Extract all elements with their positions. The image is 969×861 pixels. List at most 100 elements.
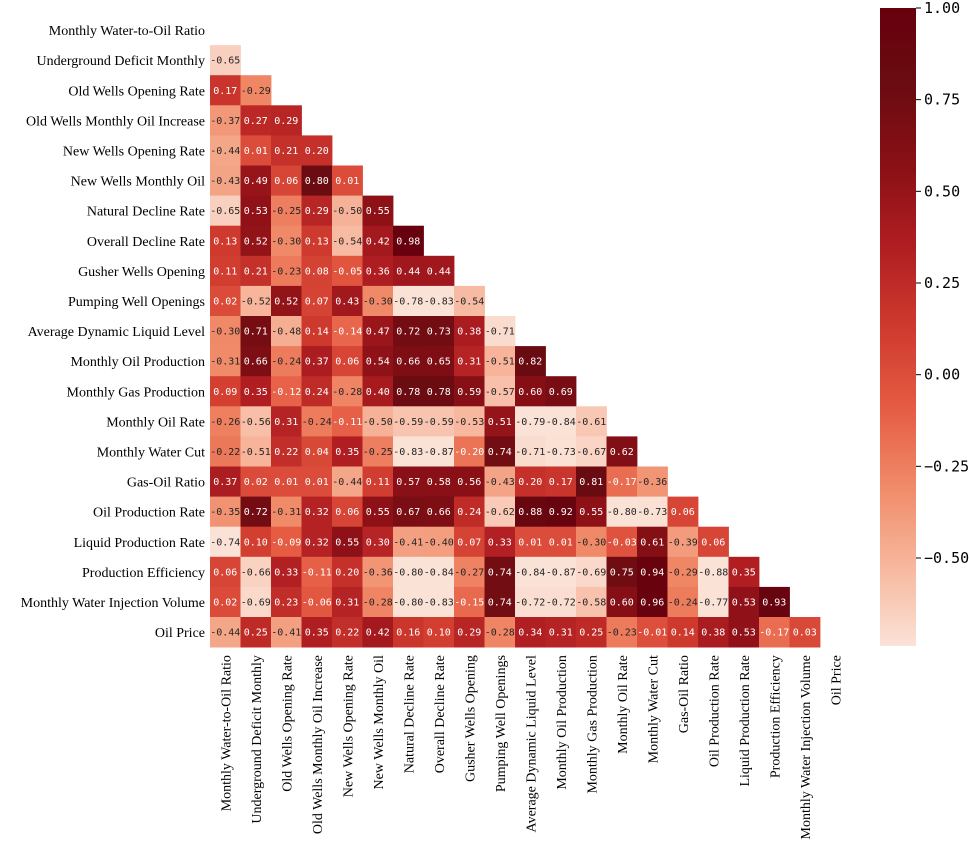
cell-value-label: 0.80 — [305, 176, 329, 187]
cell-value-label: 0.30 — [366, 537, 390, 548]
cell-value-label: 0.08 — [305, 266, 329, 277]
heatmap-cell — [576, 556, 607, 588]
cell-value-label: 0.29 — [305, 206, 329, 217]
heatmap-cell — [393, 526, 424, 558]
cell-value-label: -0.65 — [210, 56, 240, 67]
cell-value-label: -0.37 — [210, 116, 240, 127]
cell-value-label: 0.55 — [366, 507, 390, 518]
heatmap-cell — [362, 225, 394, 257]
y-tick-label: Oil Production Rate — [93, 506, 205, 521]
cell-value-label: 0.16 — [396, 628, 420, 639]
heatmap-cell — [301, 466, 333, 497]
cell-value-label: 0.01 — [549, 537, 573, 548]
heatmap-cell — [454, 376, 485, 407]
cell-value-label: -0.44 — [332, 477, 362, 488]
heatmap-cell — [606, 586, 638, 618]
heatmap-cell — [545, 556, 577, 588]
cell-value-label: -0.65 — [210, 206, 240, 217]
cell-value-label: 0.31 — [457, 357, 481, 368]
cell-value-label: 0.01 — [244, 146, 268, 157]
y-tick-label: New Wells Opening Rate — [63, 144, 205, 159]
y-tick-label: Liquid Production Rate — [74, 536, 205, 551]
heatmap-cell — [454, 496, 485, 528]
x-tick-label: Pumping Well Openings — [494, 655, 509, 792]
cell-value-label: 0.35 — [335, 447, 359, 458]
cell-value-label: -0.61 — [576, 417, 606, 428]
heatmap-cell — [606, 496, 638, 528]
colorbar-tick-label: 0.75 — [924, 91, 960, 109]
colorbar-tick-label: 1.00 — [924, 0, 960, 17]
cell-value-label: 0.52 — [244, 236, 268, 247]
heatmap-cell — [332, 195, 363, 227]
cell-value-label: -0.20 — [454, 447, 484, 458]
x-tick-label: Monthly Water Cut — [646, 655, 661, 763]
y-tick-label: New Wells Monthly Oil — [71, 175, 205, 190]
colorbar-tick-label: −0.50 — [924, 549, 969, 567]
heatmap-cell — [271, 376, 302, 407]
x-tick-label: New Wells Opening Rate — [341, 655, 356, 797]
colorbar-tick-label: 0.50 — [924, 182, 960, 200]
cell-value-label: 0.74 — [488, 597, 512, 608]
heatmap-cell — [545, 496, 577, 528]
y-tick-label: Overall Decline Rate — [87, 235, 205, 250]
heatmap-cell — [332, 586, 363, 618]
cell-value-label: -0.80 — [607, 507, 637, 518]
cell-value-label: -0.41 — [393, 537, 423, 548]
heatmap-cell — [545, 526, 577, 558]
cell-value-label: -0.30 — [363, 296, 393, 307]
heatmap-cell — [210, 165, 241, 196]
heatmap-cell — [210, 466, 241, 497]
cell-value-label: 0.92 — [549, 507, 573, 518]
heatmap-cell — [423, 285, 455, 317]
heatmap-cell — [728, 556, 760, 588]
heatmap-cell — [271, 586, 302, 618]
cell-value-label: 0.72 — [244, 507, 268, 518]
cell-value-label: 0.31 — [274, 417, 298, 428]
y-tick-label: Old Wells Opening Rate — [68, 84, 205, 99]
x-tick-label: Monthly Water-to-Oil Ratio — [219, 655, 234, 811]
x-tick-label: Old Wells Monthly Oil Increase — [311, 655, 326, 834]
heatmap-cell — [301, 586, 333, 618]
heatmap-cell — [210, 45, 241, 76]
cell-value-label: -0.56 — [241, 417, 271, 428]
heatmap-cell — [332, 526, 363, 558]
cell-value-label: 0.81 — [579, 477, 603, 488]
heatmap-cell — [362, 316, 394, 347]
heatmap-cell — [301, 255, 333, 287]
cell-value-label: 0.56 — [457, 477, 481, 488]
x-tick-label: Oil Production Rate — [707, 655, 722, 767]
heatmap-cell — [393, 466, 424, 497]
heatmap-cell — [423, 436, 455, 467]
cell-value-label: 0.22 — [274, 447, 298, 458]
cell-value-label: 0.49 — [244, 176, 268, 187]
cell-value-label: -0.12 — [271, 387, 301, 398]
cell-value-label: 0.42 — [366, 236, 390, 247]
heatmap-cell — [423, 376, 455, 407]
cell-value-label: -0.72 — [546, 597, 576, 608]
heatmap-cell — [637, 526, 668, 558]
heatmap-cell — [240, 135, 272, 166]
heatmap-cell — [301, 135, 333, 166]
heatmap-cell — [210, 406, 241, 437]
cell-value-label: 0.38 — [701, 628, 725, 639]
cell-value-label: 0.13 — [305, 236, 329, 247]
heatmap-cell — [271, 285, 302, 317]
heatmap-cell — [332, 617, 363, 648]
heatmap-cell — [515, 466, 546, 497]
heatmap-cell — [332, 255, 363, 287]
cell-value-label: 0.01 — [274, 477, 298, 488]
cell-value-label: -0.54 — [454, 296, 484, 307]
heatmap-cell — [667, 496, 699, 528]
cell-value-label: 0.53 — [244, 206, 268, 217]
cell-value-label: -0.80 — [393, 567, 423, 578]
heatmap-cell — [362, 376, 394, 407]
heatmap-cell — [423, 556, 455, 588]
heatmap-cell — [484, 526, 516, 558]
cell-value-label: 0.11 — [366, 477, 390, 488]
heatmap-cell — [240, 346, 272, 377]
cell-value-label: 0.32 — [305, 537, 329, 548]
heatmap-cell — [423, 466, 455, 497]
heatmap-cell — [637, 617, 668, 648]
cell-value-label: -0.30 — [210, 327, 240, 338]
heatmap-cell — [240, 586, 272, 618]
